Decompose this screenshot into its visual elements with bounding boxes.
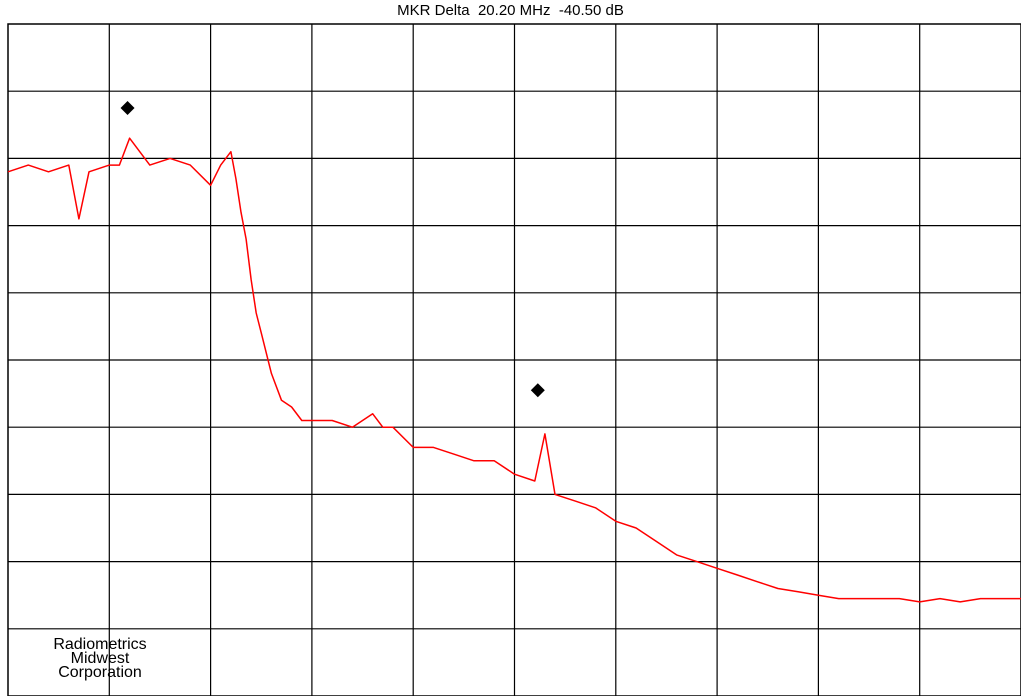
chart-title: MKR Delta 20.20 MHz -40.50 dB (397, 2, 624, 19)
watermark-line-2: Midwest (70, 650, 130, 667)
watermark-line-1: Radiometrics (53, 636, 147, 653)
markers (120, 101, 545, 398)
trace-series (7, 137, 1021, 603)
marker-diamond-2 (530, 383, 545, 398)
grid (8, 24, 1021, 696)
trace-line (7, 137, 1021, 603)
watermark-line-3: Corporation (58, 664, 142, 681)
marker-diamond-1 (120, 101, 135, 115)
watermark: Radiometrics Midwest Corporation (20, 636, 180, 681)
